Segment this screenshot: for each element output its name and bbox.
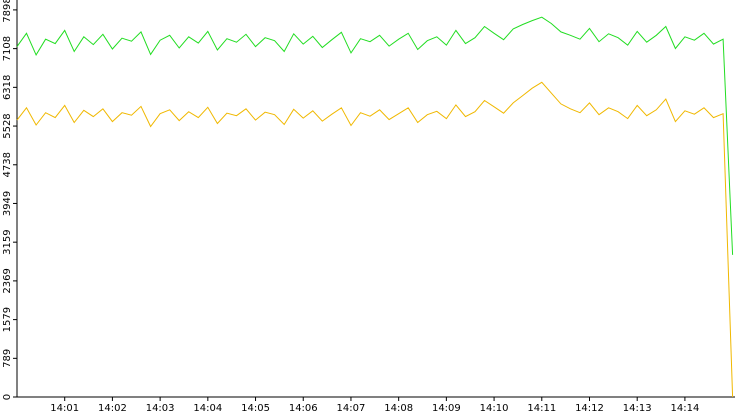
x-tick-label: 14:10 bbox=[480, 403, 509, 414]
x-tick-label: 14:06 bbox=[289, 403, 318, 414]
series-line bbox=[16, 81, 734, 398]
x-tick-label: 14:12 bbox=[575, 403, 604, 414]
y-tick-label: 5528 bbox=[2, 113, 13, 138]
y-tick-label: 3949 bbox=[2, 191, 13, 216]
x-tick-label: 14:14 bbox=[670, 403, 699, 414]
series-line bbox=[16, 16, 734, 255]
y-tick-label: 6318 bbox=[2, 75, 13, 100]
y-tick-label: 0 bbox=[2, 394, 13, 400]
x-tick-label: 14:09 bbox=[432, 403, 461, 414]
y-tick-label: 7108 bbox=[2, 36, 13, 61]
y-tick-label: 1579 bbox=[2, 307, 13, 332]
x-tick-label: 14:05 bbox=[241, 403, 270, 414]
x-tick-label: 14:13 bbox=[623, 403, 652, 414]
y-tick-label: 789 bbox=[2, 349, 13, 368]
x-tick-label: 14:01 bbox=[50, 403, 79, 414]
x-tick-label: 14:08 bbox=[384, 403, 413, 414]
x-tick-label: 14:11 bbox=[527, 403, 556, 414]
y-tick-label: 4738 bbox=[2, 152, 13, 177]
x-tick-label: 14:02 bbox=[98, 403, 127, 414]
x-tick-label: 14:07 bbox=[337, 403, 366, 414]
y-tick-label: 2369 bbox=[2, 268, 13, 293]
x-tick-label: 14:04 bbox=[193, 403, 222, 414]
y-tick-label: 7898 bbox=[2, 0, 13, 23]
y-tick-label: 3159 bbox=[2, 229, 13, 254]
x-tick-label: 14:03 bbox=[146, 403, 175, 414]
